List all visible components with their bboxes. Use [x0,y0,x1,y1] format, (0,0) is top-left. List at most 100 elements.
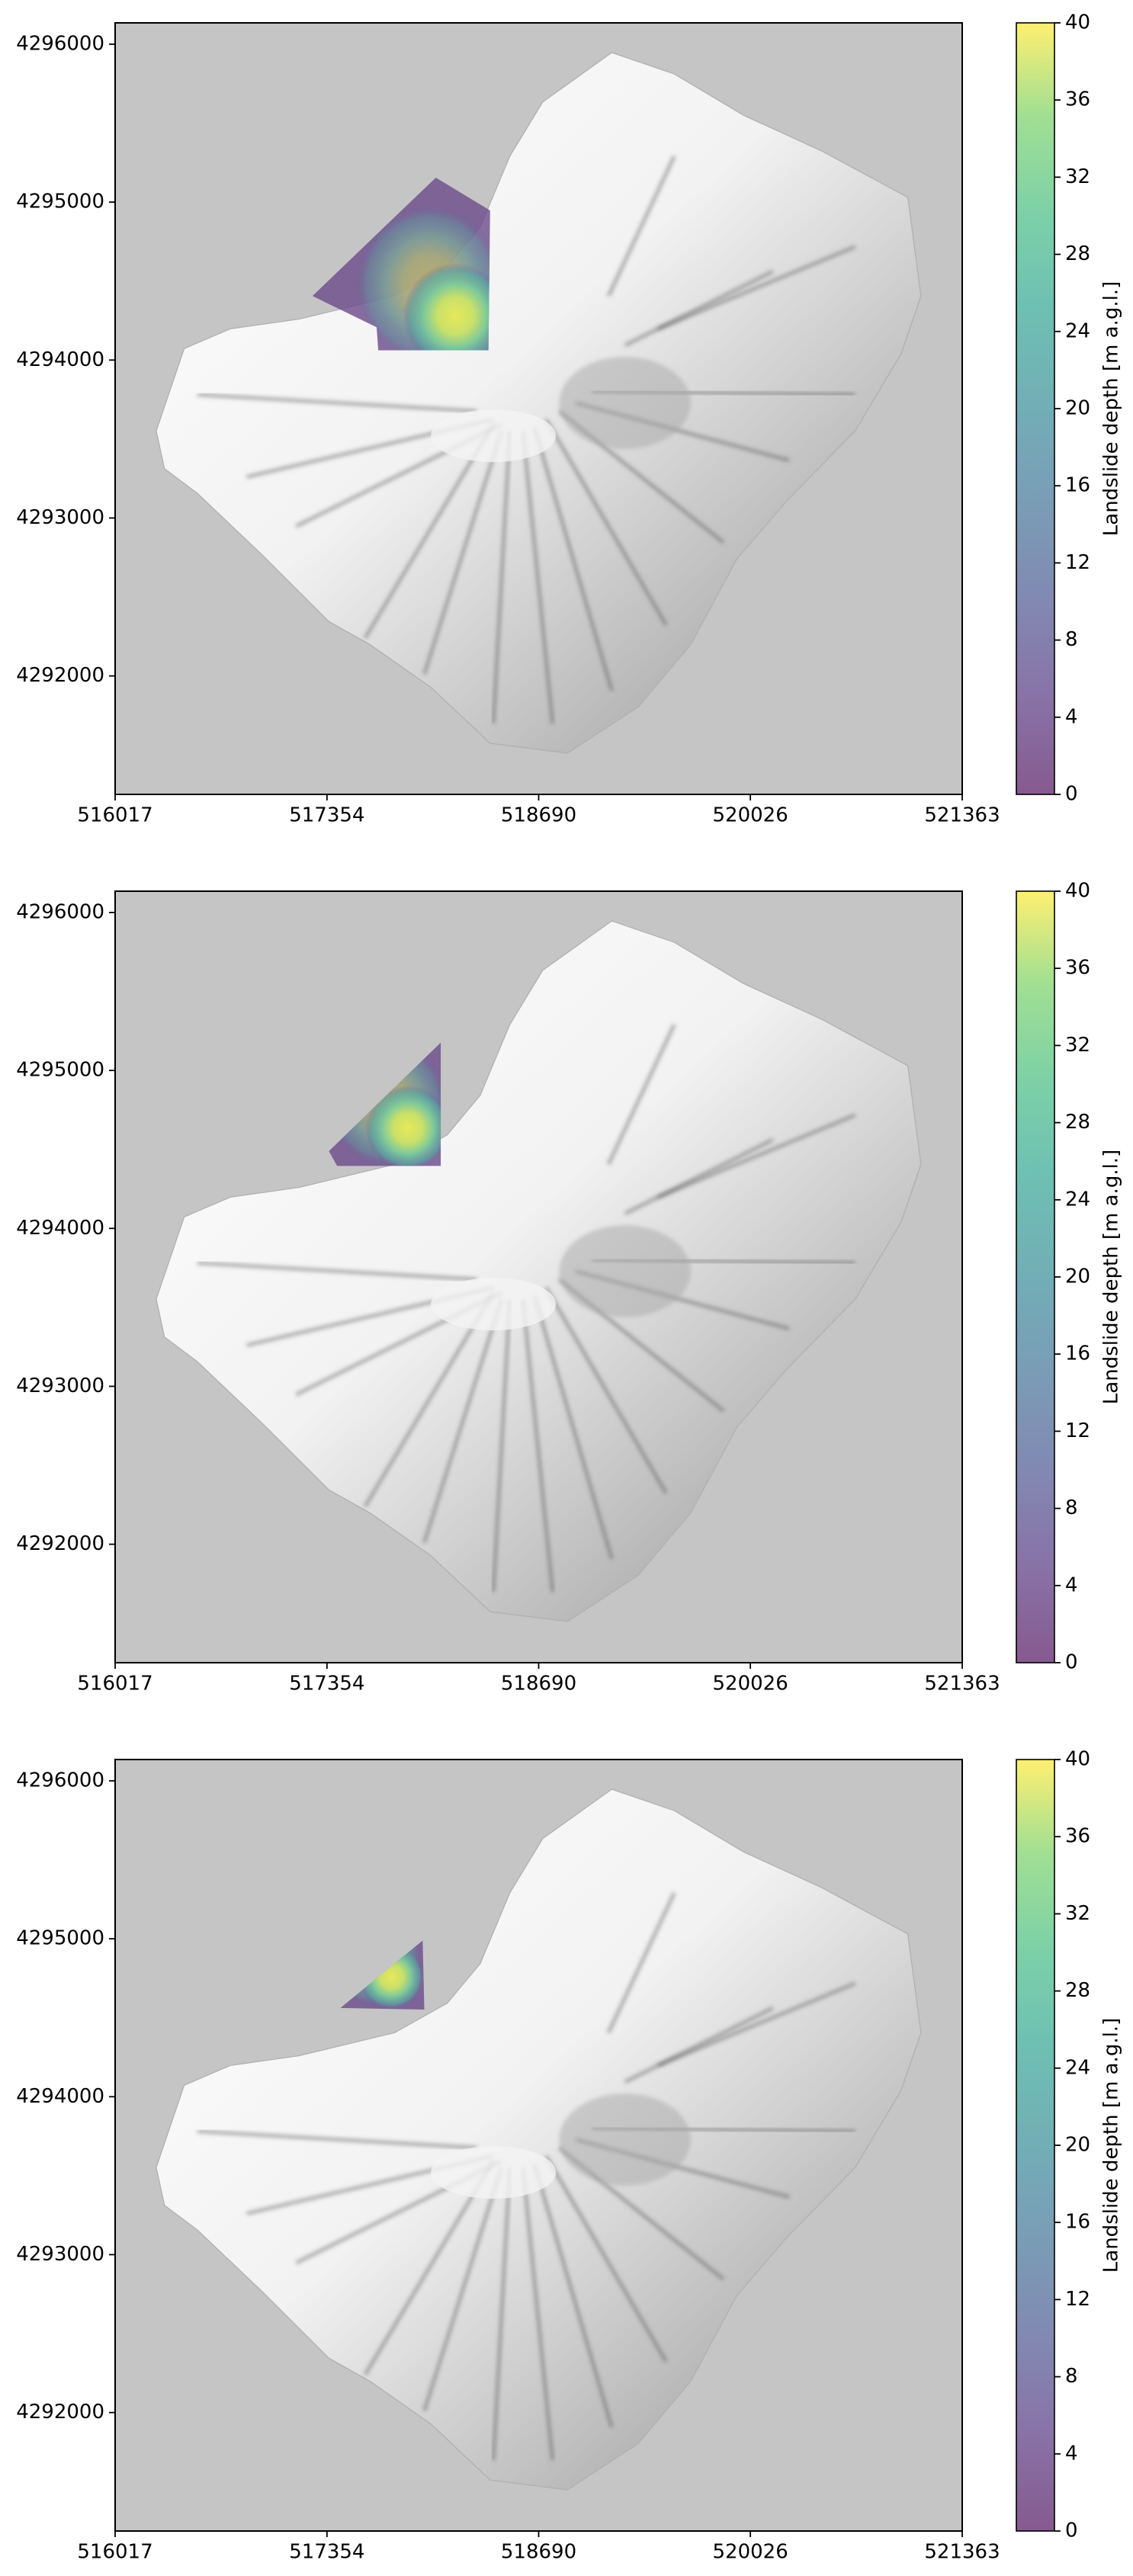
colorbar-tick-label: 8 [1065,1497,1078,1519]
colorbar-tick-label: 36 [1065,88,1090,111]
colorbar-tick-label: 32 [1065,165,1090,188]
ridge [656,1981,856,2068]
colorbar-tick-label: 8 [1065,2365,1078,2388]
y-tick-label: 4292000 [16,2401,104,2424]
colorbar-tick-label: 28 [1065,242,1090,265]
ridge [197,2129,477,2150]
ridge [624,269,774,348]
sciara [559,1225,691,1317]
x-tick-label: 518690 [501,1673,576,1695]
ridge [422,2167,504,2412]
x-tick-label: 521363 [924,2541,1000,2564]
crater [431,409,557,463]
y-tick-label: 4294000 [16,1217,104,1240]
colorbar-tick-label: 4 [1065,2442,1078,2465]
ridge [197,393,477,413]
colorbar [1016,890,1055,1663]
colorbar-label: Landslide depth [m a.g.l.] [1100,2018,1123,2273]
landslide [312,177,490,351]
ridge [532,2164,614,2428]
colorbar-tick-label: 28 [1065,1111,1090,1134]
colorbar-tick-label: 12 [1065,551,1090,574]
x-tick-label: 521363 [924,804,1000,827]
colorbar-tick-label: 0 [1065,1651,1078,1674]
map-layer [156,920,922,1622]
y-tick-label: 4296000 [16,1769,104,1792]
x-tick-label: 520026 [713,2541,788,2564]
colorbar-tick-label: 12 [1065,2288,1090,2311]
ridge [624,1137,774,1216]
x-tick-label: 518690 [501,804,576,827]
colorbar-tick-label: 32 [1065,1034,1090,1057]
y-tick-label: 4293000 [16,1375,104,1397]
colorbar-tick-label: 28 [1065,1979,1090,2002]
colorbar-label: Landslide depth [m a.g.l.] [1100,1150,1123,1404]
ridge [656,1113,856,1199]
colorbar-tick-label: 36 [1065,957,1090,980]
landslide-core [403,263,490,351]
ridge [606,1023,676,1166]
map-panel: 516017 517354 518690 520026 521363 4292000 429… [16,1748,1122,2564]
y-tick-label: 4296000 [16,32,104,55]
map-layer [156,52,922,754]
map-panel: 516017 517354 518690 520026 521363 4292000 429… [16,11,1122,827]
colorbar-tick-label: 0 [1065,2520,1078,2542]
y-tick-label: 4296000 [16,900,104,923]
ridge [491,431,512,724]
y-tick-label: 4294000 [16,2085,104,2108]
colorbar-tick-label: 16 [1065,1343,1090,1365]
x-tick-label: 516017 [77,2541,152,2564]
colorbar-tick-label: 16 [1065,474,1090,497]
ridge [491,2167,512,2461]
x-tick-label: 521363 [924,1673,1000,1695]
x-tick-label: 516017 [77,1673,152,1695]
sciara [559,357,691,449]
y-tick-label: 4295000 [16,1059,104,1082]
ridge [532,427,614,691]
colorbar-tick-label: 24 [1065,319,1090,342]
colorbar-tick-label: 40 [1065,1748,1090,1771]
x-tick-label: 517354 [289,1673,364,1695]
y-tick-label: 4292000 [16,664,104,687]
x-tick-label: 517354 [289,2541,364,2564]
colorbar [1016,22,1055,795]
colorbar-tick-label: 0 [1065,783,1078,806]
colorbar-tick-label: 12 [1065,1420,1090,1442]
ridge [422,430,504,675]
hillshade [156,920,922,1622]
y-tick-label: 4293000 [16,2243,104,2266]
ridge [606,155,676,297]
ridge [521,1298,555,1593]
x-tick-label: 520026 [713,804,788,827]
y-tick-label: 4292000 [16,1532,104,1555]
ridge [624,2006,774,2084]
y-tick-label: 4295000 [16,191,104,213]
y-tick-label: 4293000 [16,506,104,529]
colorbar-tick-label: 20 [1065,1266,1090,1288]
colorbar-label: Landslide depth [m a.g.l.] [1100,281,1123,536]
x-tick-label: 518690 [501,2541,576,2564]
ridge [656,245,856,331]
ridge [532,1295,614,1560]
map-panel: 516017 517354 518690 520026 521363 4292000 429… [16,880,1122,1695]
ridge [606,1891,676,2034]
landslide-core [364,1085,441,1166]
y-tick-label: 4294000 [16,348,104,371]
colorbar-tick-label: 24 [1065,1188,1090,1211]
ridge [544,2154,668,2363]
ridge [422,1298,504,1544]
colorbar-tick-label: 36 [1065,1825,1090,1848]
colorbar-tick-label: 20 [1065,397,1090,420]
y-tick-label: 4295000 [16,1927,104,1950]
colorbar-tick-label: 8 [1065,628,1078,651]
sciara [559,2093,691,2186]
landslide [329,1042,441,1166]
ridge [521,2167,555,2461]
x-tick-label: 516017 [77,804,152,827]
ridge [491,1299,512,1593]
crater [431,2146,557,2199]
crater [431,1278,557,1331]
colorbar-tick-label: 32 [1065,1902,1090,1925]
